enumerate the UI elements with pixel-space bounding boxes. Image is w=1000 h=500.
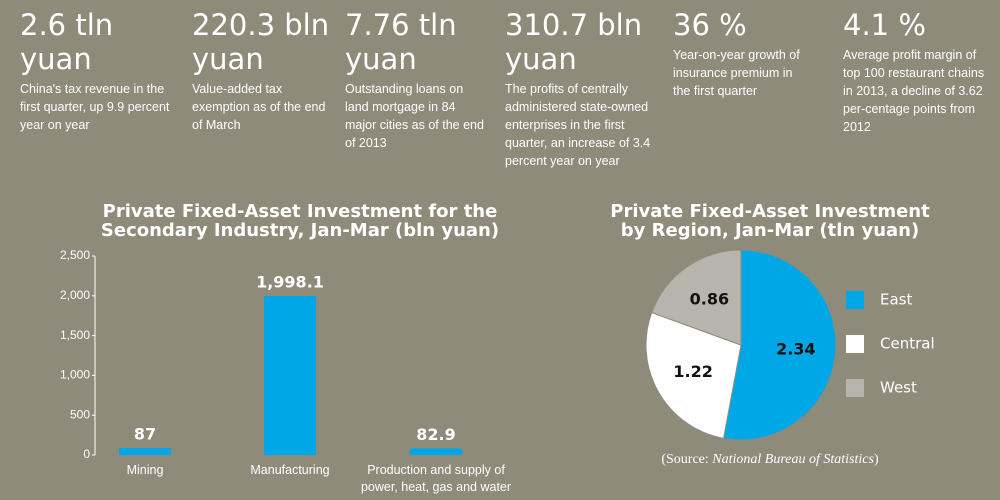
pie-slice: [645, 311, 742, 439]
source: (Source: National Bureau of Statistics): [600, 452, 940, 468]
legend-label: East: [880, 291, 912, 309]
stat-value: 310.7 bln yuan: [505, 8, 643, 76]
bar: [119, 448, 171, 455]
stat-text: Average profit margin of top 100 restaur…: [843, 48, 985, 134]
y-tick-label: 2,500: [60, 248, 90, 262]
legend-label: West: [880, 379, 917, 397]
slice-label: 0.86: [690, 289, 729, 308]
y-tick-label: 1,500: [60, 328, 90, 342]
chart-title: Private Fixed-Asset Investment for the S…: [100, 201, 500, 241]
stat-text: The profits of centrally administered st…: [505, 82, 651, 168]
legend-swatch: [846, 291, 864, 309]
stat-value: 4.1 %: [843, 8, 926, 42]
stat: 4.1 % Average profit margin of top 100 re…: [843, 8, 988, 136]
bar: [410, 448, 462, 455]
y-tick-label: 2,000: [60, 288, 90, 302]
pie-slice: [722, 249, 837, 441]
chart-title: Private Fixed-Asset Investment by Region…: [610, 201, 930, 241]
slice-label: 1.22: [673, 362, 712, 381]
value-label: 87: [134, 425, 156, 444]
stat-value: 220.3 bln yuan: [192, 8, 330, 76]
stat-text: Year-on-year growth of insurance premium…: [673, 48, 800, 98]
stat-text: Value-added tax exemption as of the end …: [192, 82, 326, 132]
stat: 310.7 bln yuan The profits of centrally a…: [505, 8, 655, 170]
legend-label: Central: [880, 335, 935, 353]
stat-text: Outstanding loans on land mortgage in 84…: [345, 82, 484, 150]
y-tick-label: 500: [70, 407, 90, 421]
bar: [264, 295, 316, 455]
source-name: National Bureau of Statistics: [712, 452, 874, 467]
pie-slice: [651, 249, 742, 346]
stat: 36 % Year-on-year growth of insurance pre…: [673, 8, 813, 100]
x-tick-label: Production and supply of power, heat, ga…: [360, 463, 512, 494]
y-tick-label: 1,000: [60, 368, 90, 382]
source-text: (Source:: [661, 452, 713, 467]
y-tick-label: 0: [83, 447, 90, 461]
legend-swatch: [846, 379, 864, 397]
legend-swatch: [846, 335, 864, 353]
stat-value: 7.76 tln yuan: [345, 8, 457, 76]
x-tick-label: Manufacturing: [250, 463, 330, 477]
x-tick-label: Mining: [126, 463, 164, 477]
slice-label: 2.34: [776, 340, 815, 359]
stat: 7.76 tln yuan Outstanding loans on land m…: [345, 8, 485, 152]
stat-value: 2.6 tln yuan: [20, 8, 114, 76]
value-label: 82.9: [416, 425, 455, 444]
stat: 220.3 bln yuan Value-added tax exemption …: [192, 8, 332, 134]
stat-value: 36 %: [673, 8, 747, 42]
value-label: 1,998.1: [256, 272, 324, 291]
stat-text: China's tax revenue in the first quarter…: [20, 82, 170, 132]
stat: 2.6 tln yuan China's tax revenue in the f…: [20, 8, 170, 134]
source-text: ): [873, 452, 879, 467]
